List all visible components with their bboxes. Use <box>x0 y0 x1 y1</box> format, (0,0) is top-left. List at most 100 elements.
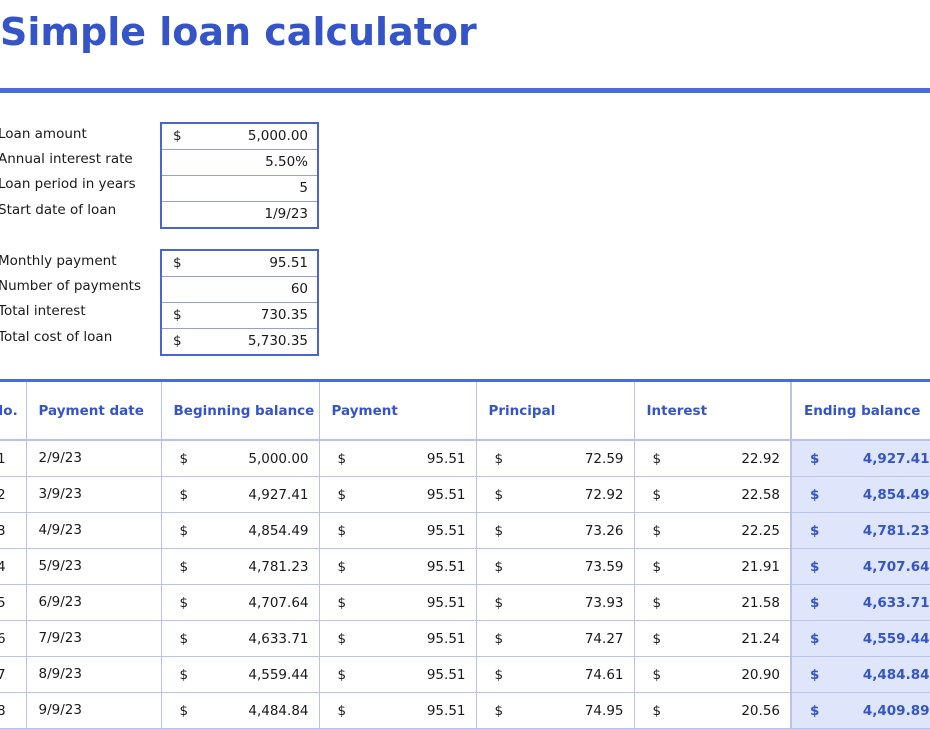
table-row: 7 8/9/23 $4,559.44 $95.51 $74.61 $20.90 $4,484… <box>0 656 930 693</box>
number-of-payments-cell[interactable]: 60 <box>162 277 317 303</box>
no-cell[interactable]: 1 <box>0 440 27 477</box>
payment-date-cell[interactable]: 7/9/23 <box>26 620 162 657</box>
beginning-balance-cell[interactable]: $4,854.49 <box>161 512 320 549</box>
start-date-field[interactable]: 1/9/23 <box>162 202 317 227</box>
principal-cell[interactable]: $74.95 <box>476 692 635 729</box>
beginning-balance-cell[interactable]: $4,781.23 <box>161 548 320 585</box>
header-principal[interactable]: Principal <box>476 382 635 441</box>
principal-value: 72.59 <box>584 451 624 467</box>
payment-date-cell[interactable]: 3/9/23 <box>26 476 162 513</box>
header-interest[interactable]: Interest <box>634 382 792 441</box>
interest-cell[interactable]: $20.56 <box>634 692 792 729</box>
principal-cell[interactable]: $72.59 <box>476 440 635 477</box>
start-date-value: 1/9/23 <box>264 206 308 222</box>
payment-date-cell[interactable]: 2/9/23 <box>26 440 162 477</box>
header-beginning-balance[interactable]: Beginning balance <box>161 382 320 441</box>
ending-balance-value: 4,559.44 <box>862 630 930 647</box>
payment-date-cell[interactable]: 6/9/23 <box>26 584 162 621</box>
interest-cell[interactable]: $21.24 <box>634 620 792 657</box>
payment-date-cell[interactable]: 9/9/23 <box>26 692 162 729</box>
principal-cell[interactable]: $72.92 <box>476 476 635 513</box>
payment-date-cell[interactable]: 4/9/23 <box>26 512 162 549</box>
interest-value: 22.92 <box>741 451 780 467</box>
loan-amount-value: 5,000.00 <box>247 128 308 144</box>
beginning-balance-value: 4,484.84 <box>248 702 309 719</box>
no-cell[interactable]: 6 <box>0 620 27 657</box>
loan-amount-field[interactable]: $ 5,000.00 <box>162 124 317 150</box>
beginning-balance-cell[interactable]: $4,707.64 <box>161 584 320 621</box>
header-no[interactable]: No. <box>0 382 27 441</box>
ending-balance-value: 4,707.64 <box>862 558 930 575</box>
interest-cell[interactable]: $22.25 <box>634 512 792 549</box>
header-payment-date[interactable]: Payment date <box>26 382 162 441</box>
payment-value: 95.51 <box>426 486 466 503</box>
currency-symbol: $ <box>337 630 347 647</box>
principal-cell[interactable]: $73.59 <box>476 548 635 585</box>
ending-balance-cell[interactable]: $4,781.23 <box>790 512 930 549</box>
table-row: 6 7/9/23 $4,633.71 $95.51 $74.27 $21.24 $4,559… <box>0 620 930 657</box>
currency-symbol: $ <box>337 451 347 467</box>
interest-value: 22.25 <box>741 522 780 539</box>
payment-cell[interactable]: $95.51 <box>319 692 477 729</box>
principal-cell[interactable]: $73.26 <box>476 512 635 549</box>
interest-rate-field[interactable]: 5.50% <box>162 150 317 176</box>
ending-balance-cell[interactable]: $4,633.71 <box>790 584 930 621</box>
currency-symbol: $ <box>179 594 189 611</box>
total-cost-cell[interactable]: $ 5,730.35 <box>162 329 317 354</box>
payment-date-value: 7/9/23 <box>38 630 82 646</box>
payment-cell[interactable]: $95.51 <box>319 620 477 657</box>
currency-symbol: $ <box>810 522 820 539</box>
beginning-balance-cell[interactable]: $4,927.41 <box>161 476 320 513</box>
ending-balance-value: 4,409.89 <box>862 702 930 719</box>
beginning-balance-cell[interactable]: $4,633.71 <box>161 620 320 657</box>
beginning-balance-value: 4,927.41 <box>248 486 309 503</box>
loan-period-label: Loan period in years <box>0 176 136 192</box>
ending-balance-cell[interactable]: $4,927.41 <box>790 440 930 477</box>
ending-balance-cell[interactable]: $4,559.44 <box>790 620 930 657</box>
payment-date-cell[interactable]: 8/9/23 <box>26 656 162 693</box>
currency-symbol: $ <box>810 451 820 467</box>
ending-balance-cell[interactable]: $4,854.49 <box>790 476 930 513</box>
number-of-payments-value: 60 <box>290 281 308 297</box>
beginning-balance-cell[interactable]: $5,000.00 <box>161 440 320 477</box>
payment-cell[interactable]: $95.51 <box>319 440 477 477</box>
currency-symbol: $ <box>652 702 662 719</box>
currency-symbol: $ <box>494 666 504 683</box>
total-interest-cell[interactable]: $ 730.35 <box>162 303 317 329</box>
currency-symbol: $ <box>494 558 504 575</box>
ending-balance-cell[interactable]: $4,409.89 <box>790 692 930 729</box>
principal-cell[interactable]: $74.27 <box>476 620 635 657</box>
payment-value: 95.51 <box>426 702 466 719</box>
principal-cell[interactable]: $74.61 <box>476 656 635 693</box>
payment-date-value: 6/9/23 <box>38 594 82 610</box>
no-cell[interactable]: 7 <box>0 656 27 693</box>
no-cell[interactable]: 4 <box>0 548 27 585</box>
payment-cell[interactable]: $95.51 <box>319 476 477 513</box>
no-cell[interactable]: 3 <box>0 512 27 549</box>
beginning-balance-cell[interactable]: $4,559.44 <box>161 656 320 693</box>
no-cell[interactable]: 5 <box>0 584 27 621</box>
payment-value: 95.51 <box>426 594 466 611</box>
interest-cell[interactable]: $21.91 <box>634 548 792 585</box>
interest-cell[interactable]: $22.58 <box>634 476 792 513</box>
currency-symbol: $ <box>179 630 189 647</box>
interest-cell[interactable]: $22.92 <box>634 440 792 477</box>
payment-cell[interactable]: $95.51 <box>319 548 477 585</box>
payment-cell[interactable]: $95.51 <box>319 584 477 621</box>
payment-date-cell[interactable]: 5/9/23 <box>26 548 162 585</box>
payment-date-value: 8/9/23 <box>38 666 82 682</box>
no-cell[interactable]: 2 <box>0 476 27 513</box>
interest-cell[interactable]: $21.58 <box>634 584 792 621</box>
principal-cell[interactable]: $73.93 <box>476 584 635 621</box>
payment-cell[interactable]: $95.51 <box>319 656 477 693</box>
header-ending-balance[interactable]: Ending balance <box>790 382 930 441</box>
payment-cell[interactable]: $95.51 <box>319 512 477 549</box>
ending-balance-cell[interactable]: $4,707.64 <box>790 548 930 585</box>
interest-cell[interactable]: $20.90 <box>634 656 792 693</box>
ending-balance-cell[interactable]: $4,484.84 <box>790 656 930 693</box>
loan-period-field[interactable]: 5 <box>162 176 317 202</box>
beginning-balance-cell[interactable]: $4,484.84 <box>161 692 320 729</box>
monthly-payment-cell[interactable]: $ 95.51 <box>162 251 317 277</box>
no-cell[interactable]: 8 <box>0 692 27 729</box>
header-payment[interactable]: Payment <box>319 382 477 441</box>
